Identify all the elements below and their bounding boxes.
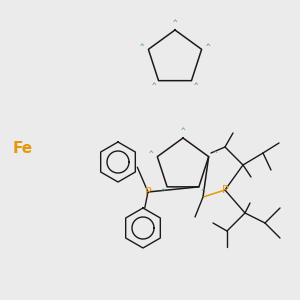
Text: P: P (145, 187, 152, 197)
Text: ^: ^ (152, 82, 157, 91)
Text: Fe: Fe (12, 141, 33, 156)
Text: ^: ^ (213, 150, 218, 159)
Text: ^: ^ (206, 43, 211, 52)
Text: ^: ^ (148, 150, 153, 159)
Text: ^: ^ (161, 188, 165, 197)
Text: P: P (222, 185, 228, 195)
Text: ^: ^ (201, 188, 205, 197)
Text: ^: ^ (193, 82, 198, 91)
Text: ^: ^ (140, 43, 144, 52)
Text: ^: ^ (173, 19, 177, 28)
Text: ^: ^ (181, 127, 185, 136)
